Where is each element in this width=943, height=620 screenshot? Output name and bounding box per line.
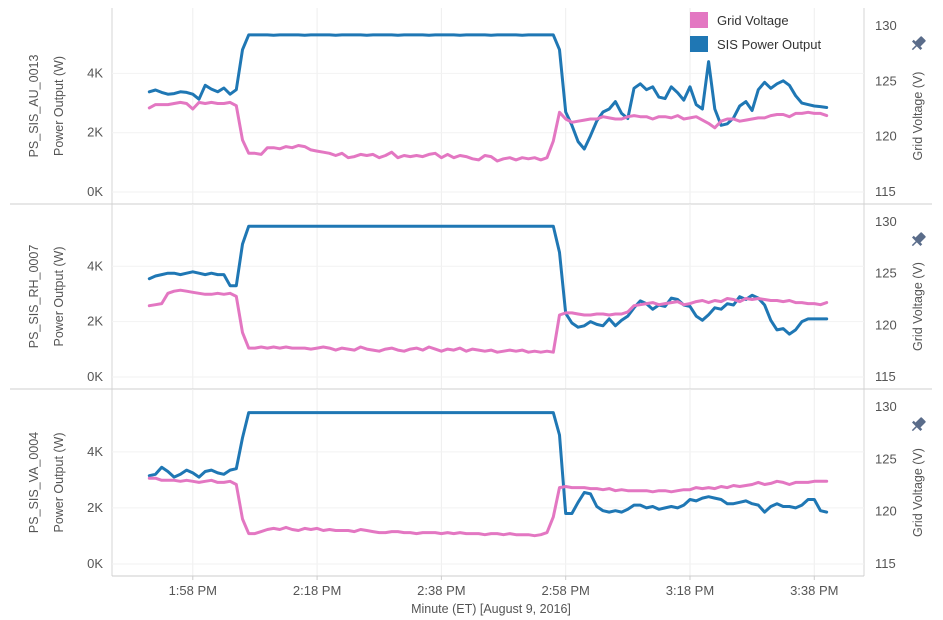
y-right-tick-label: 125 xyxy=(875,73,897,88)
legend-swatch-sis-power-output xyxy=(690,36,708,52)
x-tick-label: 2:38 PM xyxy=(417,583,465,598)
y-right-tick-label: 115 xyxy=(875,184,896,199)
y-left-axis-label: Power Output (W) xyxy=(52,246,66,346)
y-left-tick-label: 4K xyxy=(87,258,103,273)
x-axis: 1:58 PM 2:18 PM 2:38 PM 2:58 PM 3:18 PM 3:38 … xyxy=(112,575,864,598)
x-tick-label: 2:58 PM xyxy=(541,583,589,598)
x-tick-label: 2:18 PM xyxy=(293,583,341,598)
y-right-tick-label: 125 xyxy=(875,451,897,466)
pin-icon[interactable] xyxy=(908,415,928,435)
y-left-tick-label: 2K xyxy=(87,125,103,140)
legend-item-grid-voltage[interactable]: Grid Voltage xyxy=(690,8,850,32)
panel-ps-sis-rh-0007: 0K 2K 4K 115 120 125 130 PS_SIS_RH_0007 Power Ou… xyxy=(10,203,932,389)
y-left-tick-label: 2K xyxy=(87,500,103,515)
y-right-tick-label: 130 xyxy=(875,399,897,414)
legend-item-sis-power-output[interactable]: SIS Power Output xyxy=(690,32,850,56)
y-left-tick-label: 0K xyxy=(87,556,103,571)
y-right-tick-label: 120 xyxy=(875,317,897,332)
panel-ps-sis-au-0013: 0K 2K 4K 115 120 125 130 PS_SIS_AU_0013 Power Ou… xyxy=(27,8,928,204)
panel-label: PS_SIS_RH_0007 xyxy=(27,245,41,349)
y-right-tick-label: 120 xyxy=(875,129,897,144)
y-right-axis-label: Grid Voltage (V) xyxy=(911,72,925,161)
series-line-grid-voltage xyxy=(147,288,829,354)
y-left-tick-label: 0K xyxy=(87,184,103,199)
y-right-tick-label: 120 xyxy=(875,504,897,519)
y-right-tick-label: 130 xyxy=(875,214,897,229)
y-left-tick-label: 0K xyxy=(87,369,103,384)
pin-icon[interactable] xyxy=(908,34,928,54)
pin-icon[interactable] xyxy=(908,230,928,250)
y-right-tick-label: 125 xyxy=(875,266,897,281)
y-right-tick-label: 130 xyxy=(875,18,897,33)
x-tick-label: 1:58 PM xyxy=(169,583,217,598)
chart-panels: 0K 2K 4K 115 120 125 130 PS_SIS_AU_0013 Power Ou… xyxy=(10,8,932,576)
y-left-axis-label: Power Output (W) xyxy=(52,56,66,156)
y-right-tick-label: 115 xyxy=(875,369,896,384)
y-left-axis-label: Power Output (W) xyxy=(52,432,66,532)
legend: Grid Voltage SIS Power Output xyxy=(690,8,850,56)
x-tick-label: 3:18 PM xyxy=(666,583,714,598)
y-left-tick-label: 2K xyxy=(87,314,103,329)
y-right-axis-label: Grid Voltage (V) xyxy=(911,448,925,537)
series-line-sis-power-output xyxy=(147,224,829,336)
series-line-grid-voltage xyxy=(147,100,829,163)
series-line-sis-power-output xyxy=(147,33,829,151)
legend-label-grid-voltage: Grid Voltage xyxy=(717,12,789,28)
y-right-axis-label: Grid Voltage (V) xyxy=(911,262,925,351)
panel-label: PS_SIS_VA_0004 xyxy=(27,432,41,533)
y-left-tick-label: 4K xyxy=(87,65,103,80)
series-line-grid-voltage xyxy=(147,476,829,538)
x-axis-title: Minute (ET) [August 9, 2016] xyxy=(411,602,571,616)
legend-label-sis-power-output: SIS Power Output xyxy=(717,36,822,52)
x-tick-label: 3:38 PM xyxy=(790,583,838,598)
y-right-tick-label: 115 xyxy=(875,556,896,571)
legend-swatch-grid-voltage xyxy=(690,12,708,28)
series-line-sis-power-output xyxy=(147,411,829,515)
panel-ps-sis-va-0004: 0K 2K 4K 115 120 125 130 PS_SIS_VA_0004 Power Ou… xyxy=(10,388,932,576)
panel-label: PS_SIS_AU_0013 xyxy=(27,55,41,158)
y-left-tick-label: 4K xyxy=(87,444,103,459)
